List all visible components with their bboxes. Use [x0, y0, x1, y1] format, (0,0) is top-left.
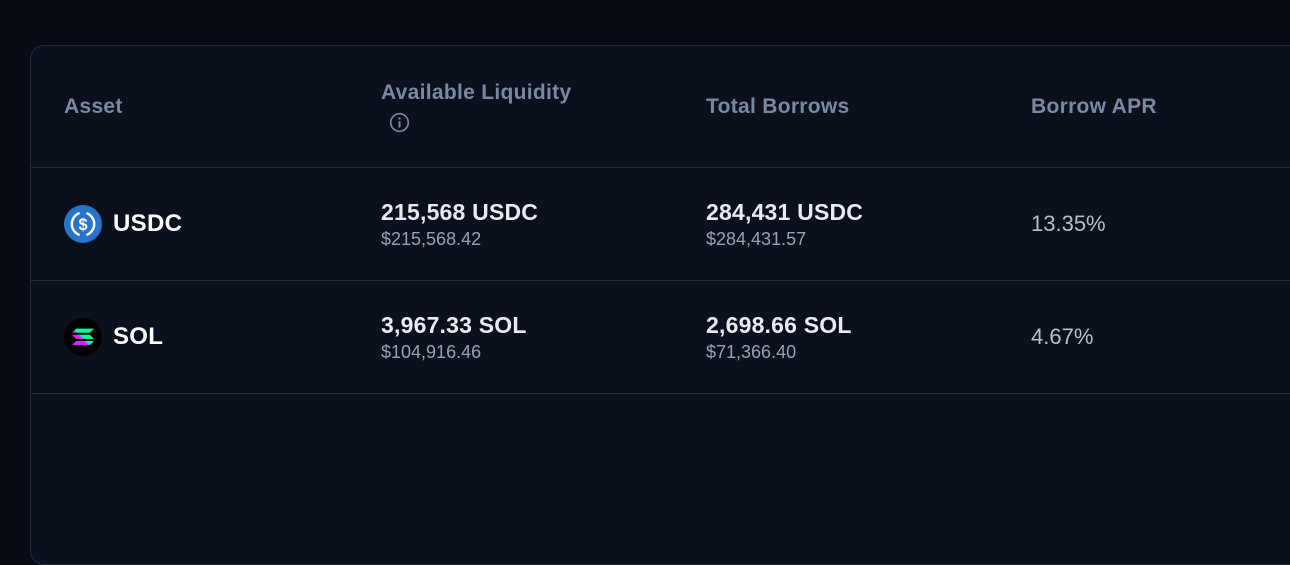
usdc-icon: $	[64, 205, 102, 243]
available-liquidity-cell: 3,967.33 SOL $104,916.46	[381, 312, 706, 363]
total-borrows-cell: 284,431 USDC $284,431.57	[706, 199, 1031, 250]
asset-name: USDC	[113, 210, 183, 237]
borrows-amount: 284,431 USDC	[706, 198, 864, 225]
table-row-partial[interactable]	[31, 394, 1290, 504]
borrow-markets-table: Asset Available Liquidity Total Borrows …	[30, 45, 1290, 565]
liquidity-amount: 3,967.33 SOL	[381, 311, 527, 338]
svg-text:$: $	[78, 216, 87, 234]
asset-cell-usdc: $ USDC	[64, 205, 381, 243]
column-header-borrow-apr: Borrow APR	[1031, 94, 1157, 118]
borrow-apr-value: 13.35%	[1031, 211, 1106, 236]
total-borrows-cell: 2,698.66 SOL $71,366.40	[706, 312, 1031, 363]
column-header-available-liquidity: Available Liquidity	[381, 81, 706, 133]
table-row-sol[interactable]: SOL 3,967.33 SOL $104,916.46 2,698.66 SO…	[31, 281, 1290, 394]
available-liquidity-cell: 215,568 USDC $215,568.42	[381, 199, 706, 250]
available-liquidity-label: Available Liquidity	[381, 80, 572, 104]
liquidity-usd-value: $215,568.42	[381, 228, 482, 249]
asset-name: SOL	[113, 323, 164, 350]
table-row-usdc[interactable]: $ USDC 215,568 USDC $215,568.42 284,431 …	[31, 168, 1290, 281]
liquidity-amount: 215,568 USDC	[381, 198, 539, 225]
sol-icon	[64, 318, 102, 356]
asset-cell-sol: SOL	[64, 318, 381, 356]
borrows-amount: 2,698.66 SOL	[706, 311, 852, 338]
column-header-asset: Asset	[64, 94, 123, 118]
table-header-row: Asset Available Liquidity Total Borrows …	[31, 46, 1290, 168]
liquidity-usd-value: $104,916.46	[381, 341, 482, 362]
column-header-total-borrows: Total Borrows	[706, 94, 850, 118]
info-icon[interactable]	[389, 112, 410, 133]
borrows-usd-value: $284,431.57	[706, 228, 807, 249]
borrows-usd-value: $71,366.40	[706, 341, 797, 362]
borrow-apr-value: 4.67%	[1031, 324, 1094, 349]
